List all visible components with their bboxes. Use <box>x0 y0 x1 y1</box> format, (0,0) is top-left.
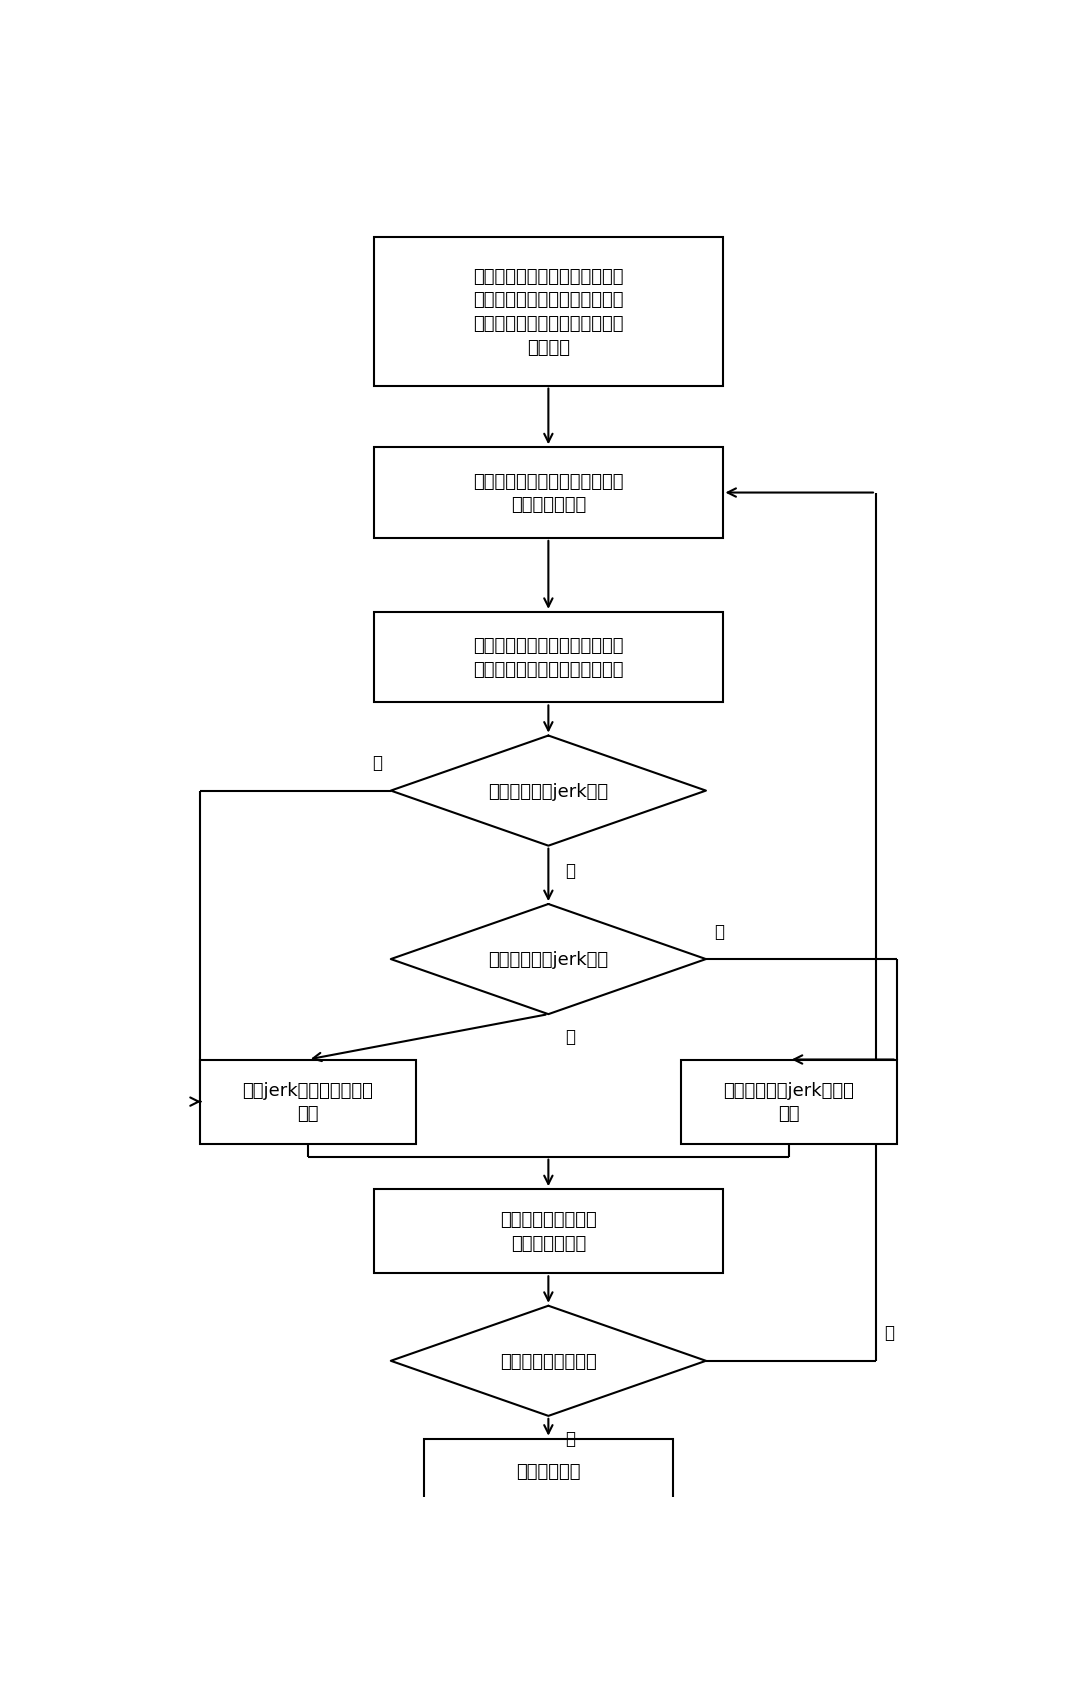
Text: 是: 是 <box>715 922 724 940</box>
Text: 是否大于最大jerk值？: 是否大于最大jerk值？ <box>488 782 609 801</box>
Bar <box>200 1060 415 1144</box>
Text: 是否小于最小jerk值？: 是否小于最小jerk值？ <box>488 950 609 969</box>
Text: 生成速度曲线: 生成速度曲线 <box>516 1462 581 1480</box>
Text: 否: 否 <box>884 1324 895 1342</box>
Text: 是: 是 <box>372 754 383 772</box>
Text: 输入每点最大限速、最大纵向加
速度、最大纵向减速度、最大横
向加速度、曲率、最大冲击度、
收敛阈值: 输入每点最大限速、最大纵向加 速度、最大纵向减速度、最大横 向加速度、曲率、最大… <box>473 267 624 357</box>
Bar <box>374 1189 722 1273</box>
Bar <box>682 1060 897 1144</box>
Text: 是否小于一定阈值？: 是否小于一定阈值？ <box>500 1352 597 1369</box>
Text: 否: 否 <box>565 1028 575 1046</box>
Bar <box>424 1438 673 1504</box>
Text: 根据jerk最大值计算该点
速度: 根据jerk最大值计算该点 速度 <box>243 1082 373 1124</box>
Text: 根据相邻三个路径点进行冲击度
计算，得到每个路径点的冲击度: 根据相邻三个路径点进行冲击度 计算，得到每个路径点的冲击度 <box>473 637 624 678</box>
Text: 否: 否 <box>565 861 575 880</box>
Bar <box>374 612 722 703</box>
Bar <box>374 447 722 538</box>
Text: 是: 是 <box>565 1430 575 1447</box>
Text: 根据该点最小jerk值计算
速度: 根据该点最小jerk值计算 速度 <box>723 1082 854 1124</box>
Text: 对每个路径点限制横向加速度和
纵向加、减速度: 对每个路径点限制横向加速度和 纵向加、减速度 <box>473 473 624 515</box>
Text: 计算本周期速度序列
与上周期的差值: 计算本周期速度序列 与上周期的差值 <box>500 1211 597 1253</box>
Bar <box>374 237 722 387</box>
